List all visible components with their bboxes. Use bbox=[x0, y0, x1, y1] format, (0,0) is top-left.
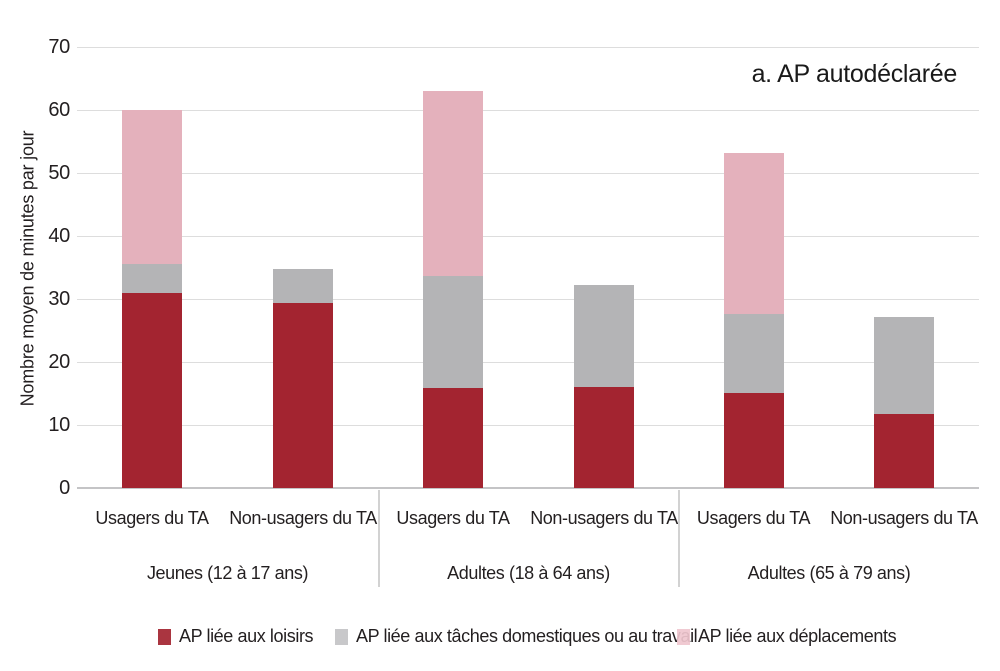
category-label: Non-usagers du TA bbox=[530, 508, 678, 528]
bar-segment-loisirs bbox=[122, 292, 182, 488]
group-label: Adultes (18 à 64 ans) bbox=[447, 563, 610, 583]
bar-usagers-du-ta-2 bbox=[423, 91, 483, 488]
group-label: Jeunes (12 à 17 ans) bbox=[146, 563, 309, 583]
legend-item-domestiques: AP liée aux tâches domestiques ou au tra… bbox=[335, 626, 698, 647]
y-tick-label: 60 bbox=[48, 99, 70, 121]
group-divider bbox=[678, 490, 680, 587]
bar-segment-deplacements bbox=[423, 91, 483, 277]
gridline bbox=[77, 173, 979, 174]
x-axis-line bbox=[77, 487, 979, 489]
gridline bbox=[77, 299, 979, 300]
bar-usagers-du-ta-1 bbox=[122, 110, 182, 488]
y-tick-label: 40 bbox=[48, 225, 70, 247]
y-tick-label: 0 bbox=[59, 477, 70, 499]
bar-non-usagers-du-ta-1 bbox=[273, 269, 333, 488]
y-tick-label: 10 bbox=[48, 414, 70, 436]
bar-segment-deplacements bbox=[723, 152, 784, 315]
legend-item-loisirs: AP liée aux loisirs bbox=[158, 626, 314, 647]
bar-usagers-du-ta-3 bbox=[723, 152, 784, 488]
bar-segment-domestiques bbox=[874, 317, 934, 414]
y-tick-label: 30 bbox=[48, 288, 70, 310]
gridline bbox=[77, 110, 979, 111]
bar-segment-domestiques bbox=[122, 264, 182, 293]
y-axis-title: Nombre moyen de minutes par jour bbox=[17, 130, 38, 407]
legend-label: AP liée aux tâches domestiques ou au tra… bbox=[356, 626, 698, 646]
group-label: Adultes (65 à 79 ans) bbox=[747, 563, 911, 583]
chart-title: a. AP autodéclarée bbox=[751, 60, 958, 88]
legend-swatch-loisirs bbox=[158, 628, 171, 645]
bar-segment-loisirs bbox=[423, 388, 483, 488]
bar-segment-deplacements bbox=[122, 110, 182, 265]
y-tick-label: 50 bbox=[48, 162, 70, 184]
legend-label: AP liée aux déplacements bbox=[698, 626, 897, 646]
category-label: Non-usagers du TA bbox=[830, 508, 978, 528]
bar-segment-domestiques bbox=[273, 269, 333, 303]
bar-segment-domestiques bbox=[423, 276, 483, 389]
gridline bbox=[77, 425, 979, 426]
category-label: Usagers du TA bbox=[396, 508, 510, 528]
bar-non-usagers-du-ta-3 bbox=[874, 317, 934, 488]
gridline bbox=[77, 362, 979, 363]
category-label: Non-usagers du TA bbox=[229, 508, 377, 528]
bar-segment-loisirs bbox=[874, 413, 934, 488]
bar-segment-domestiques bbox=[574, 285, 634, 388]
legend-swatch-domestiques bbox=[335, 628, 348, 645]
y-tick-label: 20 bbox=[48, 351, 70, 373]
gridline bbox=[77, 236, 979, 237]
bar-segment-loisirs bbox=[574, 387, 634, 488]
bar-segment-loisirs bbox=[723, 393, 784, 488]
bar-segment-loisirs bbox=[273, 302, 333, 488]
gridline bbox=[77, 47, 979, 48]
category-label: Usagers du TA bbox=[95, 508, 209, 528]
y-tick-label: 70 bbox=[48, 36, 70, 58]
legend-item-deplacements: AP liée aux déplacements bbox=[677, 626, 897, 647]
category-label: Usagers du TA bbox=[696, 508, 811, 528]
legend-swatch-deplacements bbox=[677, 628, 690, 645]
bar-segment-domestiques bbox=[723, 314, 784, 394]
legend-label: AP liée aux loisirs bbox=[179, 626, 314, 646]
group-divider bbox=[378, 490, 380, 587]
bar-non-usagers-du-ta-2 bbox=[574, 285, 634, 488]
